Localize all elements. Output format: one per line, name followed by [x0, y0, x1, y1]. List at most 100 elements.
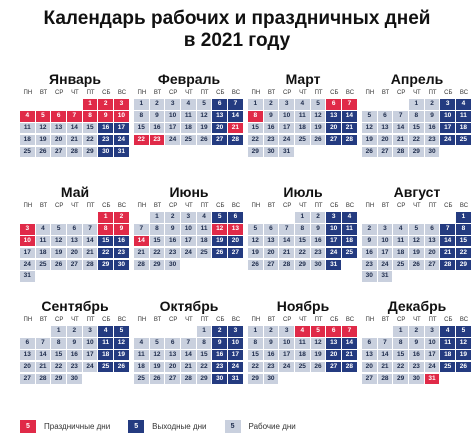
workday-cell: 6 — [424, 223, 440, 235]
workday-cell: 1 — [196, 326, 212, 337]
workday-cell: 18 — [134, 361, 149, 373]
weekend-cell: 16 — [114, 235, 129, 247]
weekday-label: СР — [55, 90, 64, 96]
workday-cell: 6 — [362, 337, 377, 349]
workday-cell: 9 — [263, 110, 279, 122]
workday-cell: 15 — [51, 349, 66, 361]
weekday-label: ЧТ — [71, 203, 79, 209]
workday-cell: 17 — [20, 247, 35, 259]
weekend-cell: 5 — [114, 326, 129, 337]
empty-cell — [150, 326, 165, 337]
workday-cell: 19 — [310, 122, 326, 134]
workday-cell: 29 — [248, 373, 263, 385]
weekday-label: ПТ — [86, 317, 95, 323]
weekend-cell: 25 — [98, 361, 113, 373]
workday-cell: 1 — [149, 212, 165, 223]
workday-cell: 24 — [279, 361, 294, 373]
workday-cell: 22 — [393, 361, 408, 373]
weekend-cell: 28 — [228, 134, 243, 146]
workday-cell: 16 — [409, 349, 424, 361]
weekend-cell: 28 — [342, 134, 357, 146]
weekday-label: ПТ — [200, 203, 209, 209]
weekend-cell: 21 — [342, 349, 357, 361]
weekend-cell: 18 — [98, 349, 113, 361]
empty-cell — [67, 99, 82, 110]
month-calendar: Ноябрь ПН ВТ СР ЧТ ПТ СБ ВС 1 2 3 4 5 6 7 8 9 10 11 12 13 14 1… — [248, 297, 358, 385]
weekday-label: ВС — [459, 203, 469, 209]
weekday-label: ВТ — [39, 90, 48, 96]
holiday-cell: 23 — [149, 134, 165, 146]
weekend-cell: 17 — [114, 122, 129, 134]
holiday-cell: 4 — [20, 110, 35, 122]
weekday-label: ПН — [365, 317, 375, 323]
workday-cell: 10 — [181, 223, 196, 235]
holiday-cell: 2 — [98, 99, 113, 110]
workday-cell: 2 — [67, 326, 82, 337]
workday-cell: 31 — [279, 146, 294, 158]
empty-cell — [20, 212, 35, 223]
empty-cell — [425, 212, 440, 223]
day-grid: 1 2 3 4 5 6 7 8 9 10 11 12 13 14 15 16 17 18 19 20 21 22 23 24 2… — [20, 212, 130, 283]
workday-cell: 16 — [362, 247, 377, 259]
weekday-label: СБ — [216, 317, 225, 323]
month-calendar: Июнь ПН ВТ СР ЧТ ПТ СБ ВС 1 2 3 4 5 6 7 8 9 10 11 12 13 14 15 1… — [134, 183, 244, 271]
workday-cell: 3 — [377, 223, 393, 235]
weekend-cell: 21 — [440, 247, 455, 259]
weekday-label: ВС — [459, 90, 469, 96]
workday-cell: 11 — [393, 235, 408, 247]
workday-cell: 13 — [20, 349, 35, 361]
weekend-cell: 23 — [212, 361, 227, 373]
workday-cell: 24 — [165, 134, 180, 146]
weekday-label: ЧТ — [299, 203, 307, 209]
weekday-label: ВТ — [267, 203, 276, 209]
weekday-label: СР — [397, 90, 406, 96]
month-name: Июнь — [169, 184, 209, 200]
workday-cell: 16 — [149, 122, 165, 134]
weekend-cell: 4 — [342, 212, 357, 223]
weekday-label: ПН — [365, 90, 375, 96]
weekend-cell: 19 — [212, 235, 227, 247]
weekday-label: СР — [283, 90, 292, 96]
workday-cell: 10 — [279, 110, 294, 122]
workday-cell: 21 — [134, 247, 149, 259]
workday-cell: 11 — [20, 122, 35, 134]
weekday-label: ВТ — [267, 90, 276, 96]
workday-cell: 1 — [248, 99, 263, 110]
weekend-cell: 11 — [98, 337, 113, 349]
weekend-cell: 3 — [440, 99, 455, 110]
workday-cell: 15 — [82, 122, 98, 134]
holiday-cell: 12 — [212, 223, 227, 235]
workday-cell: 3 — [181, 212, 196, 223]
weekend-cell: 4 — [98, 326, 113, 337]
workday-cell: 24 — [181, 247, 196, 259]
workday-cell: 25 — [181, 134, 196, 146]
weekday-header: ПН ВТ СР ЧТ ПТ СБ ВС — [248, 316, 358, 325]
workday-cell: 8 — [393, 337, 408, 349]
workday-cell: 12 — [310, 110, 326, 122]
workday-cell: 7 — [134, 223, 149, 235]
weekend-cell: 22 — [456, 247, 471, 259]
weekend-cell: 5 — [212, 212, 227, 223]
workday-cell: 19 — [362, 134, 377, 146]
weekday-label: ВТ — [153, 317, 162, 323]
holiday-cell: 10 — [20, 235, 35, 247]
workday-cell: 11 — [196, 223, 212, 235]
workday-cell: 23 — [67, 361, 82, 373]
weekday-label: ЧТ — [413, 203, 421, 209]
weekday-label: ПТ — [428, 203, 437, 209]
day-grid: 1 2 3 4 5 6 7 8 9 10 11 12 13 14 15 16 17 18 19 20 21 22 23 24 2… — [362, 326, 472, 385]
weekend-cell: 21 — [342, 122, 357, 134]
workday-cell: 8 — [409, 110, 424, 122]
workday-cell: 12 — [248, 235, 263, 247]
day-grid: 1 2 3 4 5 6 7 8 9 10 11 12 13 14 15 16 17 18 19 20 21 22 23 24 2… — [248, 99, 358, 158]
workday-cell: 11 — [181, 110, 196, 122]
workday-cell: 9 — [310, 223, 326, 235]
empty-cell — [378, 99, 393, 110]
weekday-label: ВС — [117, 203, 127, 209]
legend-swatch-weekend: 5 — [128, 419, 145, 433]
workday-cell: 13 — [263, 235, 279, 247]
weekend-cell: 28 — [440, 259, 455, 271]
month-calendar: Март ПН ВТ СР ЧТ ПТ СБ ВС 1 2 3 4 5 6 7 8 9 10 11 12 13 14 15 1… — [248, 70, 358, 158]
workday-cell: 22 — [295, 247, 310, 259]
workday-cell: 2 — [310, 212, 326, 223]
